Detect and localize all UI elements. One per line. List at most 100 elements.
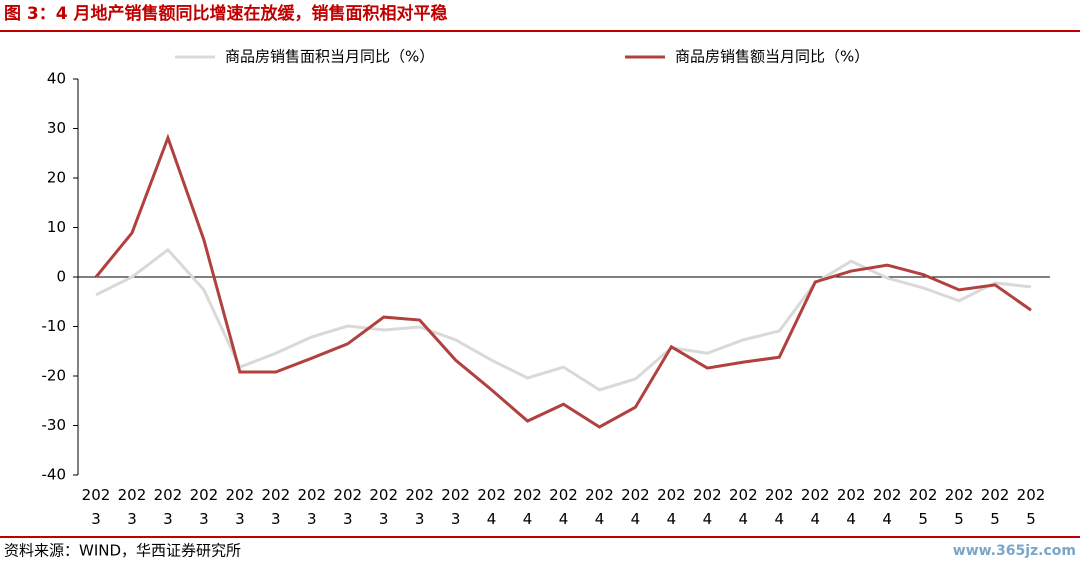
x-tick-label-line: 202 [801, 486, 830, 504]
x-tick-label-line: 202 [369, 486, 398, 504]
x-tick-label-line: 3 [91, 510, 101, 528]
x-tick-label: 202 5 [909, 486, 938, 528]
legend-label: 商品房销售额当月同比（%） [675, 48, 869, 66]
x-tick-label-line: 4 [559, 510, 569, 528]
x-tick-label: 202 3 [226, 486, 255, 528]
y-tick-label: -10 [42, 317, 67, 335]
y-tick-label: 10 [47, 218, 66, 236]
x-tick-label-line: 4 [667, 510, 677, 528]
x-tick-label-line: 5 [990, 510, 1000, 528]
x-tick-label: 202 4 [801, 486, 830, 528]
x-tick-label-line: 202 [405, 486, 434, 504]
y-tick-label: -40 [42, 466, 67, 484]
x-tick-label-line: 4 [487, 510, 497, 528]
x-tick-label-line: 202 [657, 486, 686, 504]
x-tick-label: 202 3 [333, 486, 362, 528]
x-tick-label-line: 202 [621, 486, 650, 504]
x-tick-label: 202 4 [585, 486, 614, 528]
y-tick-label: -20 [42, 367, 67, 385]
chart-title: 图 3：4 月地产销售额同比增速在放缓，销售面积相对平稳 [4, 3, 448, 24]
x-tick-label-line: 3 [199, 510, 209, 528]
x-tick-label: 202 3 [154, 486, 183, 528]
x-tick-label-line: 202 [154, 486, 183, 504]
x-tick-label-line: 4 [739, 510, 749, 528]
x-tick-label: 202 4 [477, 486, 506, 528]
x-tick-label-line: 4 [631, 510, 641, 528]
y-tick-label: -30 [42, 416, 67, 434]
x-tick-label-line: 202 [441, 486, 470, 504]
x-tick-label-line: 3 [451, 510, 461, 528]
x-tick-label-line: 202 [765, 486, 794, 504]
x-tick-label-line: 202 [226, 486, 255, 504]
y-tick-label: 30 [47, 119, 66, 137]
x-tick-label-line: 202 [981, 486, 1010, 504]
legend-label: 商品房销售面积当月同比（%） [225, 48, 434, 66]
x-tick-label-line: 202 [333, 486, 362, 504]
x-tick-label: 202 4 [873, 486, 902, 528]
x-tick-label: 202 4 [621, 486, 650, 528]
x-tick-label: 202 3 [261, 486, 290, 528]
title-rule [0, 30, 1080, 32]
x-tick-label: 202 4 [549, 486, 578, 528]
footer-rule [0, 536, 1080, 538]
x-tick-label: 202 3 [82, 486, 111, 528]
series-line [94, 133, 1032, 429]
y-tick-label: 0 [56, 268, 66, 286]
x-tick-label-line: 202 [945, 486, 974, 504]
source: 资料来源：WIND，华西证券研究所 [4, 542, 241, 560]
x-tick-label-line: 4 [882, 510, 892, 528]
x-tick-label-line: 4 [523, 510, 533, 528]
x-tick-label-line: 202 [693, 486, 722, 504]
x-tick-label-line: 4 [595, 510, 605, 528]
x-tick-label: 202 4 [837, 486, 866, 528]
x-tick-label-line: 202 [82, 486, 111, 504]
x-tick-label-line: 5 [918, 510, 928, 528]
x-tick-label-line: 202 [837, 486, 866, 504]
x-tick-label: 202 4 [657, 486, 686, 528]
x-tick-label: 202 3 [405, 486, 434, 528]
x-tick-label-line: 202 [549, 486, 578, 504]
x-tick-label-line: 4 [810, 510, 820, 528]
x-tick-label-line: 3 [307, 510, 317, 528]
x-tick-label-line: 4 [774, 510, 784, 528]
x-tick-label: 202 3 [297, 486, 326, 528]
x-tick-label-line: 3 [379, 510, 389, 528]
x-tick-label-line: 3 [127, 510, 137, 528]
x-tick-label: 202 5 [981, 486, 1010, 528]
x-tick-label-line: 3 [271, 510, 281, 528]
x-tick-label-line: 202 [477, 486, 506, 504]
x-tick-label-line: 202 [118, 486, 147, 504]
x-tick-label-line: 202 [909, 486, 938, 504]
x-tick-label-line: 5 [1026, 510, 1036, 528]
x-tick-label-line: 4 [703, 510, 713, 528]
x-tick-label-line: 4 [846, 510, 856, 528]
x-tick-label: 202 4 [729, 486, 758, 528]
x-tick-label: 202 3 [118, 486, 147, 528]
x-tick-label: 202 5 [1017, 486, 1046, 528]
y-tick-label: 40 [47, 70, 66, 88]
x-tick-label: 202 3 [369, 486, 398, 528]
x-tick-label-line: 202 [261, 486, 290, 504]
y-tick-label: 20 [47, 169, 66, 187]
x-tick-label-line: 202 [1017, 486, 1046, 504]
x-tick-label-line: 202 [513, 486, 542, 504]
x-tick-label-line: 3 [235, 510, 245, 528]
x-tick-label-line: 202 [585, 486, 614, 504]
x-tick-label-line: 3 [163, 510, 173, 528]
x-tick-label: 202 4 [693, 486, 722, 528]
x-tick-label-line: 202 [190, 486, 219, 504]
x-tick-label: 202 3 [441, 486, 470, 528]
x-tick-label-line: 202 [729, 486, 758, 504]
x-tick-label-line: 202 [297, 486, 326, 504]
watermark: www.365jz.com [953, 543, 1076, 559]
x-tick-label: 202 5 [945, 486, 974, 528]
series-line [95, 247, 1032, 392]
x-tick-label-line: 202 [873, 486, 902, 504]
x-tick-label-line: 3 [343, 510, 353, 528]
x-tick-label: 202 4 [765, 486, 794, 528]
x-tick-label: 202 3 [190, 486, 219, 528]
x-tick-label-line: 3 [415, 510, 425, 528]
x-tick-label-line: 5 [954, 510, 964, 528]
x-tick-label: 202 4 [513, 486, 542, 528]
